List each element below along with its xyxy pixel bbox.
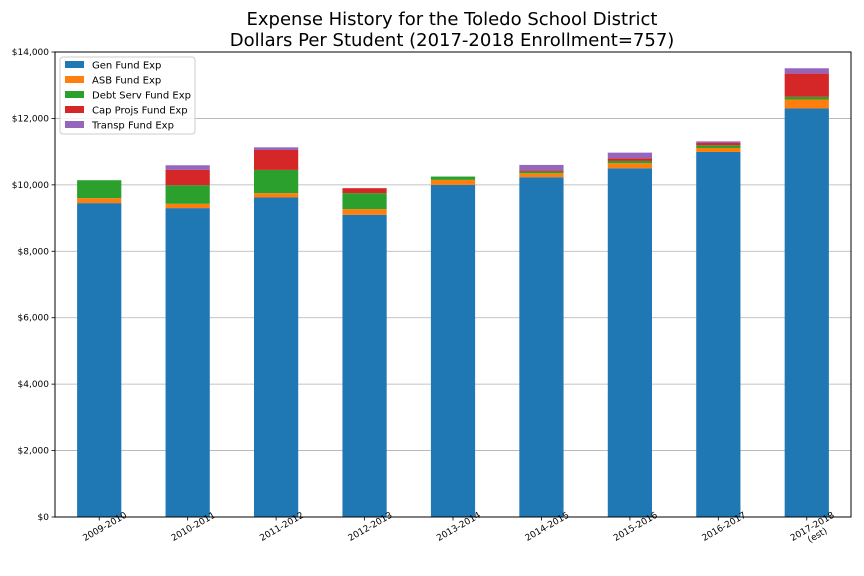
bar-segment-series-1 [254, 193, 299, 198]
bar-segment-series-3 [696, 143, 741, 146]
bar-segment-series-2 [519, 171, 564, 174]
legend-swatch [65, 91, 84, 98]
bar-segment-series-4 [784, 68, 829, 74]
y-tick-label: $14,000 [12, 48, 49, 58]
legend-label: Debt Serv Fund Exp [92, 91, 191, 102]
legend-box [59, 56, 196, 135]
bar-segment-series-0 [696, 151, 741, 517]
bar-segment-series-3 [784, 73, 829, 97]
y-tick-label: $2,000 [18, 447, 50, 457]
bar-segment-series-2 [784, 96, 829, 100]
bar-segment-series-4 [519, 164, 564, 171]
bar-segment-series-0 [342, 214, 387, 517]
bar-segment-series-2 [254, 169, 299, 194]
bar-segment-series-1 [519, 173, 564, 178]
y-tick-label: $12,000 [12, 114, 49, 124]
legend-swatch [65, 106, 84, 113]
bar-segment-series-1 [784, 99, 829, 109]
bar-segment-series-0 [519, 177, 564, 518]
bar-segment-series-0 [254, 197, 299, 517]
bar-segment-series-2 [696, 145, 741, 148]
y-tick-label: $6,000 [18, 314, 50, 324]
bar-segment-series-0 [77, 203, 122, 517]
bar-segment-series-2 [342, 193, 387, 210]
y-tick-label: $8,000 [18, 247, 50, 257]
bar-segment-series-3 [254, 149, 299, 170]
y-tick-label: $4,000 [18, 380, 50, 390]
bar-segment-series-1 [342, 209, 387, 215]
bar-segment-series-1 [165, 203, 210, 209]
y-tick-label: $10,000 [12, 181, 49, 191]
legend-label: Cap Projs Fund Exp [92, 106, 188, 117]
bar-segment-series-1 [430, 179, 476, 185]
bar-segment-series-3 [519, 170, 564, 172]
bar-segment-series-4 [254, 147, 299, 150]
legend: Gen Fund Exp ASB Fund Exp Debt Serv Fund E… [59, 56, 196, 135]
bar-segment-series-4 [165, 165, 210, 170]
bar-segment-series-4 [696, 141, 741, 144]
bar-segment-series-0 [784, 108, 829, 517]
legend-swatch [65, 121, 84, 128]
legend-swatch [65, 76, 84, 83]
bar-segment-series-0 [430, 184, 476, 517]
legend-label: Gen Fund Exp [92, 61, 161, 72]
bar-segment-series-1 [77, 198, 122, 204]
bar-segment-series-3 [165, 169, 210, 186]
bars [77, 68, 829, 518]
bar-segment-series-2 [430, 176, 476, 180]
bar-segment-series-0 [607, 168, 652, 517]
bar-segment-series-3 [607, 158, 652, 161]
bar-segment-series-1 [607, 163, 652, 169]
bar-segment-series-0 [165, 208, 210, 517]
chart-title-line-2: Dollars Per Student (2017-2018 Enrollmen… [230, 30, 675, 51]
bar-segment-series-4 [607, 152, 652, 159]
legend-label: ASB Fund Exp [92, 76, 161, 87]
y-tick-label: $0 [38, 513, 50, 523]
y-axis: $0 $2,000 $4,000 $6,000 $8,000 $10,000 $12,000… [12, 48, 55, 523]
bar-segment-series-2 [77, 180, 122, 199]
bar-segment-series-3 [342, 188, 387, 194]
bar-segment-series-2 [165, 185, 210, 204]
legend-label: Transp Fund Exp [91, 121, 174, 132]
bar-segment-series-1 [696, 147, 741, 152]
chart-title-line-1: Expense History for the Toledo School Di… [247, 9, 658, 30]
bar-segment-series-2 [607, 160, 652, 164]
legend-swatch [65, 61, 84, 68]
